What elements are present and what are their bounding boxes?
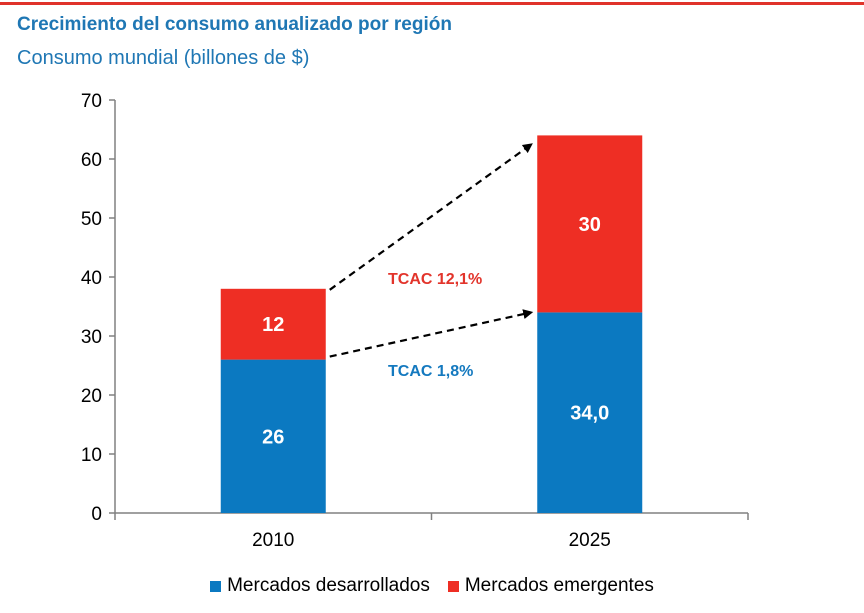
chart-subtitle: Consumo mundial (billones de $) [17, 47, 310, 69]
chart-title: Crecimiento del consumo anualizado por r… [17, 14, 452, 35]
y-tick-label: 50 [81, 209, 102, 230]
cagr-label-emerging: TCAC 12,1% [388, 271, 482, 288]
legend-swatch-emerging [447, 580, 459, 592]
bar-emerging [537, 135, 643, 313]
bar-emerging [220, 288, 326, 360]
y-tick-label: 70 [81, 91, 102, 112]
data-label-developed: 34,0 [570, 403, 609, 425]
legend: Mercados desarrollados Mercados emergent… [0, 575, 864, 597]
x-tick-label: 2025 [569, 530, 611, 551]
legend-item-developed: Mercados desarrollados [210, 575, 430, 597]
header-rule [0, 2, 864, 5]
y-tick-label: 0 [91, 504, 102, 525]
cagr-arrow-developed [329, 309, 534, 358]
cagr-label-developed: TCAC 1,8% [388, 363, 473, 380]
data-label-emerging: 12 [262, 314, 284, 336]
y-tick-label: 60 [81, 150, 102, 171]
y-tick-label: 40 [81, 268, 102, 289]
cagr-arrow-emerging [329, 143, 533, 291]
legend-label-developed: Mercados desarrollados [227, 575, 430, 596]
legend-label-emerging: Mercados emergentes [464, 575, 654, 596]
data-label-emerging: 30 [579, 214, 601, 236]
y-tick-label: 30 [81, 327, 102, 348]
y-tick-label: 20 [81, 386, 102, 407]
bar-developed [220, 359, 326, 513]
x-tick-label: 2010 [252, 530, 294, 551]
data-label-developed: 26 [262, 426, 284, 448]
legend-item-emerging: Mercados emergentes [447, 575, 654, 597]
bar-developed [537, 312, 643, 513]
legend-swatch-developed [210, 580, 222, 592]
y-tick-label: 10 [81, 445, 102, 466]
